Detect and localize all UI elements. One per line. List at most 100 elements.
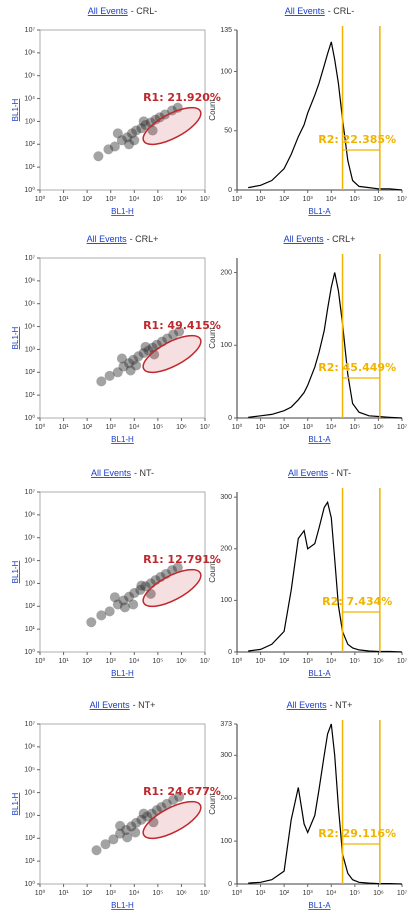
- y-tick-label: 10⁵: [24, 535, 35, 542]
- event-point: [136, 580, 147, 591]
- title-text: - CRL+: [130, 234, 159, 244]
- x-axis-label[interactable]: BL1-A: [308, 669, 331, 678]
- title-link[interactable]: All Events: [91, 468, 132, 478]
- gate-r1: [142, 334, 202, 374]
- x-tick-label: 10¹: [59, 424, 70, 431]
- y-tick-label: 135: [220, 27, 232, 34]
- x-tick-label: 10⁰: [232, 423, 243, 431]
- gate-label: R1: 49.415%: [143, 319, 221, 332]
- y-axis-label[interactable]: BL1-H: [11, 98, 20, 121]
- x-tick-label: 10³: [106, 196, 117, 203]
- x-tick-label: 10⁴: [326, 196, 337, 203]
- title-link[interactable]: All Events: [287, 700, 328, 710]
- event-point: [109, 592, 120, 603]
- x-tick-label: 10⁴: [326, 658, 337, 665]
- histogram-line: [248, 41, 403, 191]
- x-tick-label: 10⁰: [35, 195, 46, 203]
- event-point: [86, 617, 97, 628]
- y-tick-label: 10⁵: [24, 301, 35, 308]
- gate-label: R1: 24.677%: [143, 785, 221, 798]
- event-point: [130, 827, 141, 838]
- x-tick-label: 10⁶: [176, 890, 187, 897]
- event-point: [118, 595, 129, 606]
- event-point: [112, 599, 123, 610]
- x-axis-label[interactable]: BL1-H: [111, 207, 134, 216]
- x-tick-label: 10²: [82, 196, 93, 203]
- title-link[interactable]: All Events: [88, 6, 129, 16]
- y-tick-label: 10²: [25, 835, 36, 842]
- x-tick-label: 10⁷: [200, 658, 211, 665]
- y-tick-label: 200: [220, 546, 232, 553]
- x-axis-label[interactable]: BL1-H: [111, 901, 134, 910]
- event-point: [167, 565, 178, 576]
- event-point: [168, 794, 179, 805]
- x-tick-label: 10⁵: [153, 424, 164, 431]
- y-tick-label: 10²: [25, 369, 36, 376]
- x-axis-label[interactable]: BL1-H: [111, 669, 134, 678]
- x-tick-label: 10²: [279, 658, 290, 665]
- x-tick-label: 10³: [303, 658, 314, 665]
- event-point: [131, 360, 142, 371]
- y-tick-label: 10³: [25, 346, 36, 353]
- y-axis-label[interactable]: BL1-H: [11, 326, 20, 349]
- histogram-line: [248, 723, 403, 885]
- event-point: [140, 341, 151, 352]
- event-point: [146, 808, 157, 819]
- y-axis-label[interactable]: BL1-H: [11, 560, 20, 583]
- x-tick-label: 10⁴: [129, 890, 140, 897]
- x-tick-label: 10⁶: [373, 424, 384, 431]
- event-point: [108, 834, 119, 845]
- event-point: [96, 376, 107, 387]
- x-axis-label[interactable]: BL1-A: [308, 901, 331, 910]
- x-tick-label: 10⁷: [200, 424, 211, 431]
- y-tick-label: 300: [220, 752, 232, 759]
- y-tick-label: 50: [224, 128, 232, 135]
- y-tick-label: 100: [220, 68, 232, 75]
- title-link[interactable]: All Events: [87, 234, 128, 244]
- y-tick-label: 10⁴: [24, 789, 35, 796]
- gate-r1: [142, 568, 202, 608]
- title-link[interactable]: All Events: [288, 468, 329, 478]
- title-link[interactable]: All Events: [285, 6, 326, 16]
- y-axis-label: Count: [208, 327, 217, 349]
- title-link[interactable]: All Events: [90, 700, 131, 710]
- x-tick-label: 10³: [106, 658, 117, 665]
- y-tick-label: 0: [228, 881, 232, 888]
- x-tick-label: 10³: [303, 424, 314, 431]
- event-point: [142, 811, 153, 822]
- chart-title: All Events - NT+: [287, 700, 353, 710]
- y-axis-label: Count: [208, 99, 217, 121]
- x-tick-label: 10³: [303, 196, 314, 203]
- y-tick-label: 10⁶: [24, 744, 35, 751]
- y-tick-label: 10⁰: [24, 648, 35, 656]
- x-axis-label[interactable]: BL1-A: [308, 435, 331, 444]
- event-point: [93, 151, 104, 162]
- x-tick-label: 10⁵: [350, 890, 361, 897]
- histogram-line: [248, 272, 403, 419]
- x-tick-label: 10⁶: [373, 658, 384, 665]
- x-tick-label: 10⁶: [176, 196, 187, 203]
- event-point: [125, 365, 136, 376]
- gate-r1: [142, 800, 202, 840]
- title-link[interactable]: All Events: [284, 234, 325, 244]
- x-axis-label[interactable]: BL1-A: [308, 207, 331, 216]
- y-axis-label[interactable]: BL1-H: [11, 792, 20, 815]
- y-tick-label: 200: [220, 795, 232, 802]
- x-axis-label[interactable]: BL1-H: [111, 435, 134, 444]
- y-tick-label: 0: [228, 415, 232, 422]
- gate-label: R2: 7.434%: [322, 595, 392, 608]
- x-tick-label: 10³: [303, 890, 314, 897]
- x-tick-label: 10⁷: [200, 196, 211, 203]
- x-tick-label: 10¹: [256, 196, 267, 203]
- x-tick-label: 10⁷: [397, 196, 408, 203]
- x-tick-label: 10²: [279, 424, 290, 431]
- gate-label: R2: 45.449%: [318, 361, 396, 374]
- y-tick-label: 10⁶: [24, 50, 35, 57]
- event-point: [131, 125, 142, 136]
- title-text: - NT+: [133, 700, 156, 710]
- event-point: [124, 591, 135, 602]
- chart-title: All Events - CRL-: [88, 6, 158, 16]
- y-tick-label: 10⁷: [25, 721, 36, 728]
